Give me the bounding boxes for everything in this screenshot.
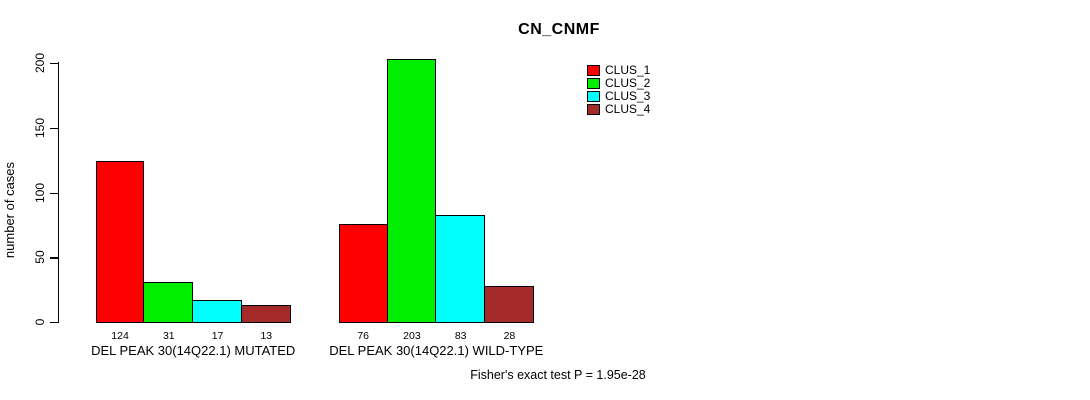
bar-clus_1-group1 — [95, 161, 145, 324]
y-tick-label: 50 — [33, 250, 47, 264]
y-axis-label: number of cases — [2, 161, 17, 259]
bar-clus_4-group2 — [484, 285, 534, 324]
y-tick-label: 0 — [33, 318, 47, 326]
bar-value-label: 17 — [211, 330, 224, 342]
legend-swatch-clus_1 — [587, 65, 600, 76]
legend-item: CLUS_2 — [587, 76, 651, 90]
y-tick-mark — [50, 257, 58, 259]
bar-clus_1-group2 — [338, 223, 388, 324]
legend-label: CLUS_4 — [605, 102, 651, 116]
bar-value-label: 203 — [403, 330, 421, 342]
bar-clus_3-group1 — [192, 299, 242, 324]
y-tick-mark — [50, 63, 58, 65]
y-tick-label: 100 — [33, 182, 47, 203]
legend-label: CLUS_2 — [605, 76, 651, 90]
y-tick-mark — [50, 127, 58, 130]
y-tick-mark — [50, 322, 58, 324]
y-axis-line — [58, 62, 60, 323]
bar-value-label: 28 — [503, 330, 516, 342]
fisher-test-note: Fisher's exact test P = 1.95e-28 — [470, 368, 646, 382]
legend-item: CLUS_3 — [587, 89, 651, 103]
legend-item: CLUS_4 — [587, 102, 651, 116]
legend-swatch-clus_3 — [587, 91, 600, 102]
legend-label: CLUS_3 — [605, 89, 651, 103]
bar-value-label: 13 — [260, 330, 273, 342]
bar-value-label: 124 — [111, 330, 129, 342]
bar-value-label: 83 — [454, 330, 467, 342]
bar-clus_2-group1 — [143, 281, 194, 324]
bar-value-label: 31 — [162, 330, 175, 342]
y-tick-label: 200 — [33, 52, 47, 74]
legend-label: CLUS_1 — [605, 63, 651, 77]
bar-clus_2-group2 — [386, 59, 437, 324]
chart-title: CN_CNMF — [518, 21, 600, 38]
bar-clus_3-group2 — [435, 214, 486, 324]
y-tick-mark — [50, 192, 58, 194]
y-tick-label: 150 — [33, 117, 47, 138]
x-axis-group-label: DEL PEAK 30(14Q22.1) MUTATED — [91, 343, 296, 358]
legend-item: CLUS_1 — [587, 63, 651, 77]
legend-swatch-clus_4 — [587, 104, 600, 115]
bar-clus_4-group1 — [240, 305, 291, 324]
bar-value-label: 76 — [357, 330, 370, 342]
legend-swatch-clus_2 — [587, 78, 600, 89]
x-axis-group-label: DEL PEAK 30(14Q22.1) WILD-TYPE — [329, 343, 544, 358]
legend: CLUS_1 CLUS_2 CLUS_3 CLUS_4 — [587, 63, 651, 117]
